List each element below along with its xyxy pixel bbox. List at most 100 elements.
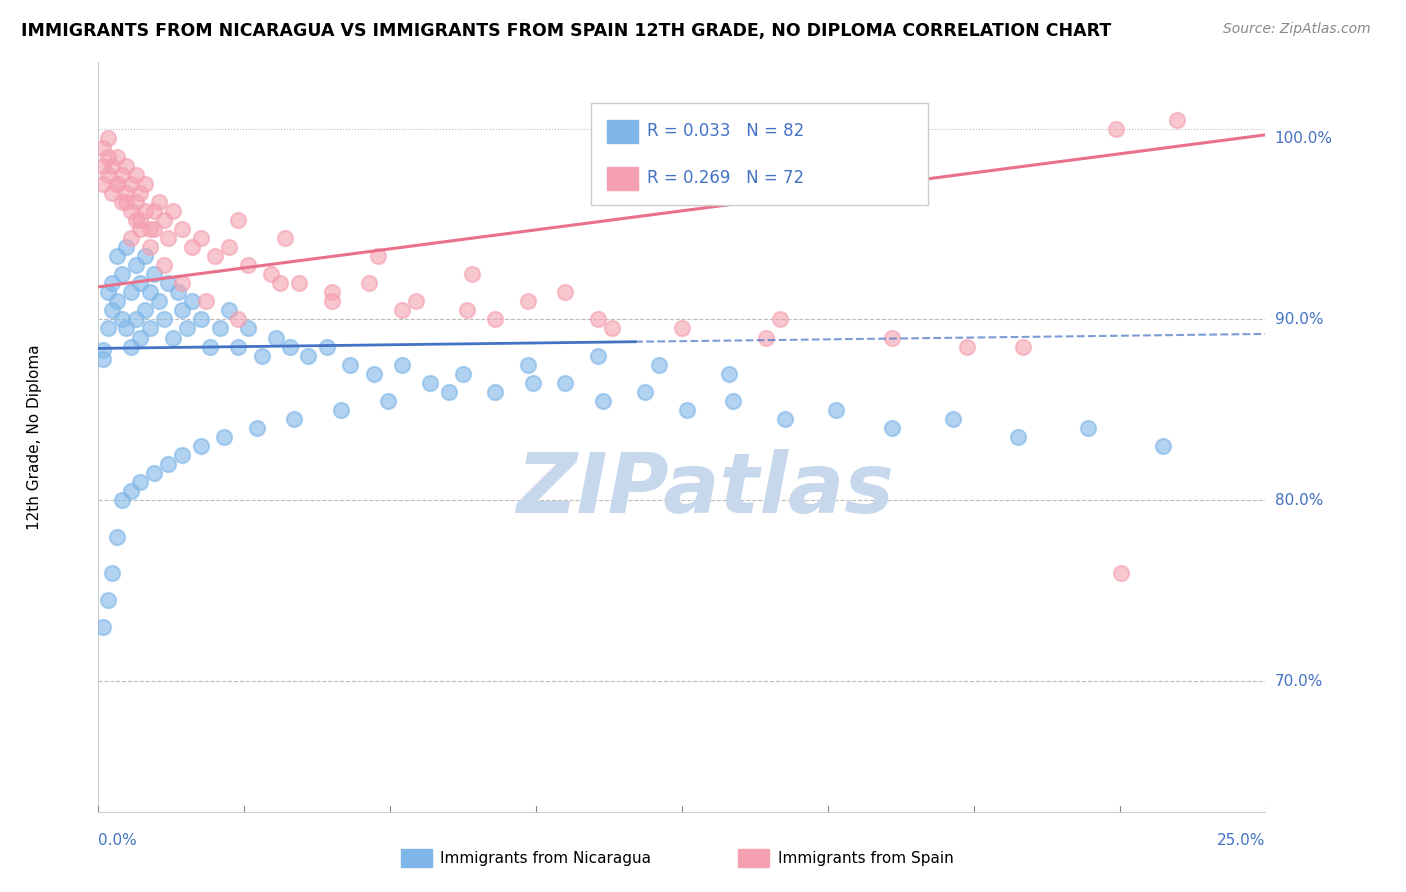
Point — [214, 430, 236, 444]
Point — [91, 343, 114, 358]
Point — [218, 240, 240, 254]
Point — [236, 321, 259, 335]
Point — [228, 213, 250, 227]
Point — [111, 194, 134, 209]
Point — [269, 277, 291, 291]
Point — [956, 340, 979, 354]
Point — [456, 303, 478, 318]
Point — [391, 303, 413, 318]
Point — [633, 384, 655, 399]
Text: ZIPatlas: ZIPatlas — [516, 449, 894, 530]
Point — [755, 330, 778, 344]
Point — [461, 267, 484, 281]
Point — [172, 448, 194, 462]
Point — [1105, 122, 1128, 136]
Point — [516, 294, 538, 309]
Point — [359, 277, 381, 291]
Point — [176, 321, 198, 335]
Point — [105, 150, 128, 164]
Point — [484, 384, 506, 399]
Point — [339, 358, 361, 372]
Point — [316, 340, 339, 354]
Point — [825, 403, 848, 417]
Point — [246, 421, 269, 435]
Point — [288, 277, 311, 291]
Point — [143, 203, 166, 218]
Point — [129, 213, 152, 227]
Point — [101, 186, 124, 200]
Point — [236, 258, 259, 272]
Point — [297, 349, 319, 363]
Text: IMMIGRANTS FROM NICARAGUA VS IMMIGRANTS FROM SPAIN 12TH GRADE, NO DIPLOMA CORREL: IMMIGRANTS FROM NICARAGUA VS IMMIGRANTS … — [21, 22, 1111, 40]
Point — [586, 349, 609, 363]
Point — [101, 277, 124, 291]
Point — [200, 340, 222, 354]
Point — [880, 330, 903, 344]
Point — [97, 593, 120, 607]
Point — [115, 159, 138, 173]
Text: 80.0%: 80.0% — [1275, 493, 1323, 508]
Point — [111, 493, 134, 508]
Point — [228, 312, 250, 326]
Point — [91, 620, 114, 634]
Point — [321, 294, 343, 309]
Point — [671, 321, 693, 335]
Point — [484, 312, 506, 326]
Point — [204, 249, 226, 263]
Point — [180, 240, 202, 254]
Point — [129, 222, 152, 236]
Point — [139, 321, 162, 335]
Point — [172, 222, 194, 236]
Point — [172, 303, 194, 318]
Point — [120, 484, 142, 499]
Point — [139, 285, 162, 300]
Point — [228, 340, 250, 354]
Point — [105, 294, 128, 309]
Point — [129, 277, 152, 291]
Point — [120, 285, 142, 300]
Point — [97, 150, 120, 164]
Point — [134, 203, 156, 218]
Point — [111, 267, 134, 281]
Point — [97, 131, 120, 145]
Point — [942, 412, 965, 426]
Point — [208, 321, 231, 335]
Point — [162, 330, 184, 344]
Point — [260, 267, 283, 281]
Point — [1077, 421, 1099, 435]
Point — [115, 186, 138, 200]
Point — [157, 457, 180, 471]
Point — [592, 393, 614, 408]
Point — [1109, 566, 1132, 580]
Point — [134, 249, 156, 263]
Point — [377, 393, 399, 408]
Point — [190, 231, 212, 245]
Point — [134, 177, 156, 191]
Point — [769, 312, 792, 326]
Point — [105, 177, 128, 191]
Point — [115, 321, 138, 335]
Point — [120, 177, 142, 191]
Text: 25.0%: 25.0% — [1218, 833, 1265, 848]
Point — [218, 303, 240, 318]
Point — [717, 367, 740, 381]
Point — [180, 294, 202, 309]
Text: 90.0%: 90.0% — [1275, 312, 1323, 327]
Point — [105, 177, 128, 191]
Point — [91, 352, 114, 367]
Text: R = 0.033   N = 82: R = 0.033 N = 82 — [647, 122, 804, 140]
Point — [152, 258, 174, 272]
Point — [194, 294, 217, 309]
Point — [148, 194, 170, 209]
Point — [101, 566, 124, 580]
Point — [773, 412, 796, 426]
Point — [405, 294, 427, 309]
Point — [105, 249, 128, 263]
Point — [321, 285, 343, 300]
Point — [152, 213, 174, 227]
Point — [101, 303, 124, 318]
Point — [143, 267, 166, 281]
Point — [148, 294, 170, 309]
Point — [111, 168, 134, 182]
Point — [1007, 430, 1029, 444]
